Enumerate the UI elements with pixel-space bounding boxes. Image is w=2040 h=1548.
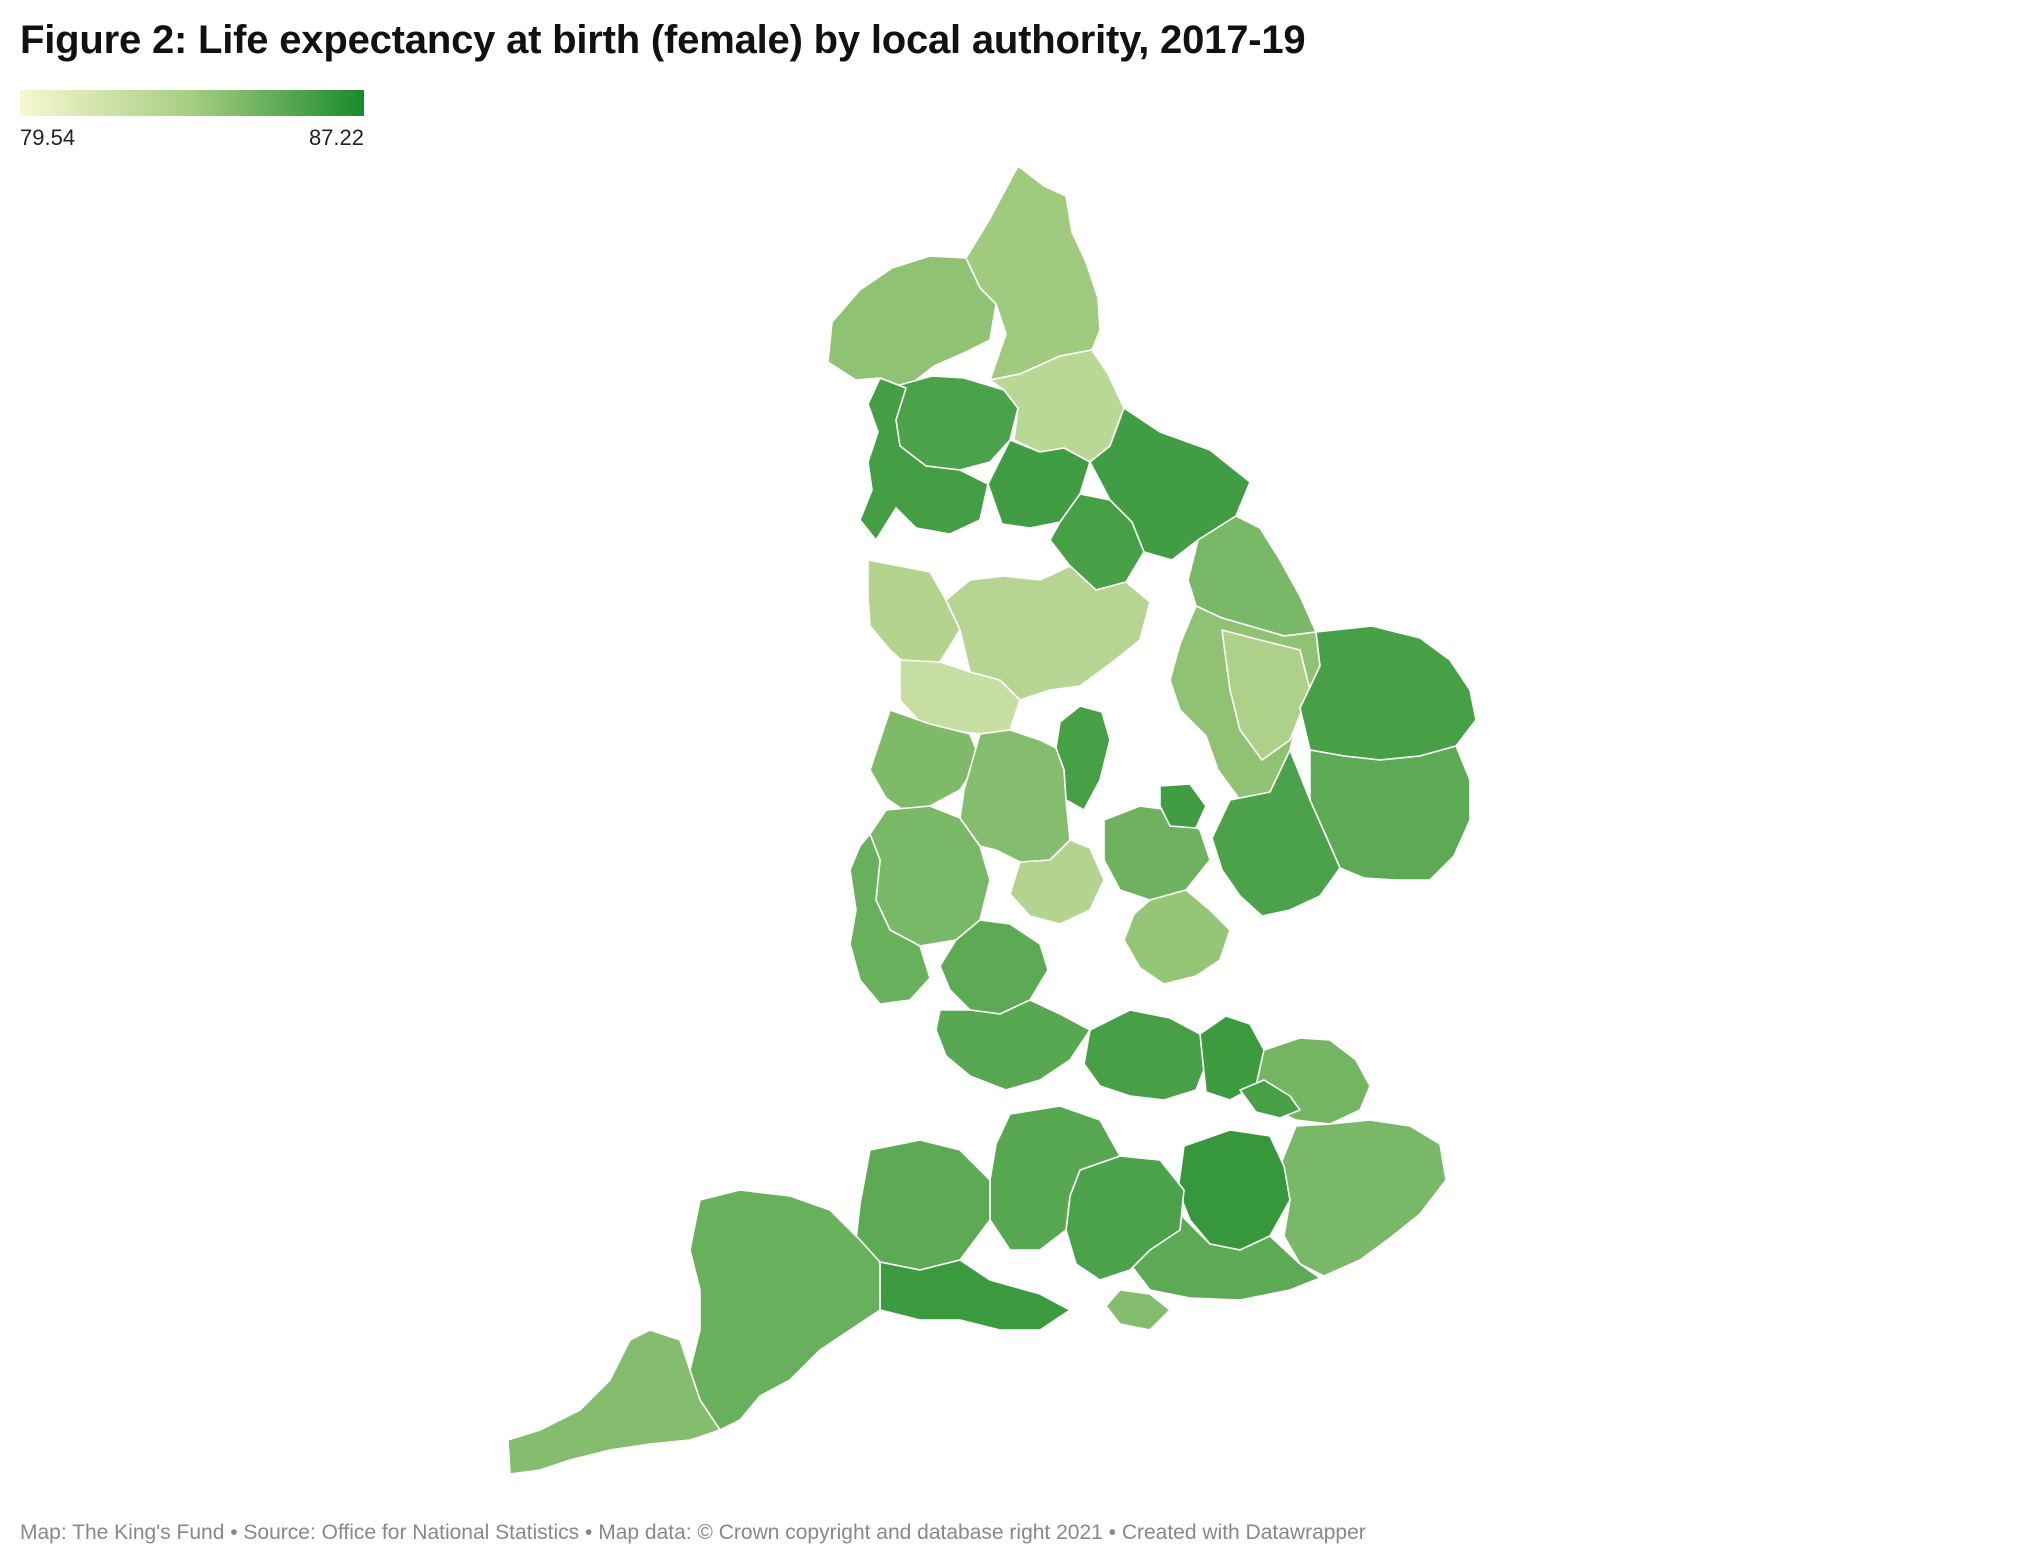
region-south-lakeland[interactable] [859,377,989,541]
region-london[interactable] [1239,1079,1301,1119]
footer-credits: Map: The King's Fund • Source: Office fo… [20,1521,1366,1544]
legend-max-label: 87.22 [308,125,364,150]
region-gloucestershire[interactable] [935,999,1091,1091]
legend-min-label: 79.54 [20,125,76,150]
region-lancashire[interactable] [867,559,961,669]
region-rutland[interactable] [1159,783,1207,829]
map-title: Figure 2: Life expectancy at birth (fema… [20,18,1306,62]
region-isle-of-wight[interactable] [1105,1289,1171,1331]
region-east-lindsey[interactable] [1221,629,1311,761]
region-leicestershire[interactable] [1103,805,1211,901]
region-norfolk[interactable] [1299,625,1477,761]
map-regions [507,165,1477,1475]
region-devon[interactable] [689,1189,881,1431]
region-cambridgeshire[interactable] [1211,749,1341,917]
region-herefordshire[interactable] [849,833,931,1005]
region-kent[interactable] [1279,1119,1447,1277]
region-dorset[interactable] [879,1259,1071,1331]
legend-gradient-bar [20,90,364,116]
region-harrogate[interactable] [1049,493,1145,591]
region-northamptonshire[interactable] [1123,889,1231,985]
region-west-yorkshire[interactable] [945,565,1151,701]
region-oxfordshire[interactable] [1083,1009,1207,1101]
region-cornwall[interactable] [507,1329,721,1475]
color-legend: 79.54 87.22 [20,90,364,151]
choropleth-map [507,165,1477,1475]
region-somerset[interactable] [855,1139,991,1271]
region-staffordshire[interactable] [959,729,1071,863]
region-west-midlands[interactable] [1009,839,1105,925]
region-cumbria-north[interactable] [827,255,997,389]
region-richmondshire[interactable] [987,439,1091,529]
region-northumberland[interactable] [965,165,1101,381]
